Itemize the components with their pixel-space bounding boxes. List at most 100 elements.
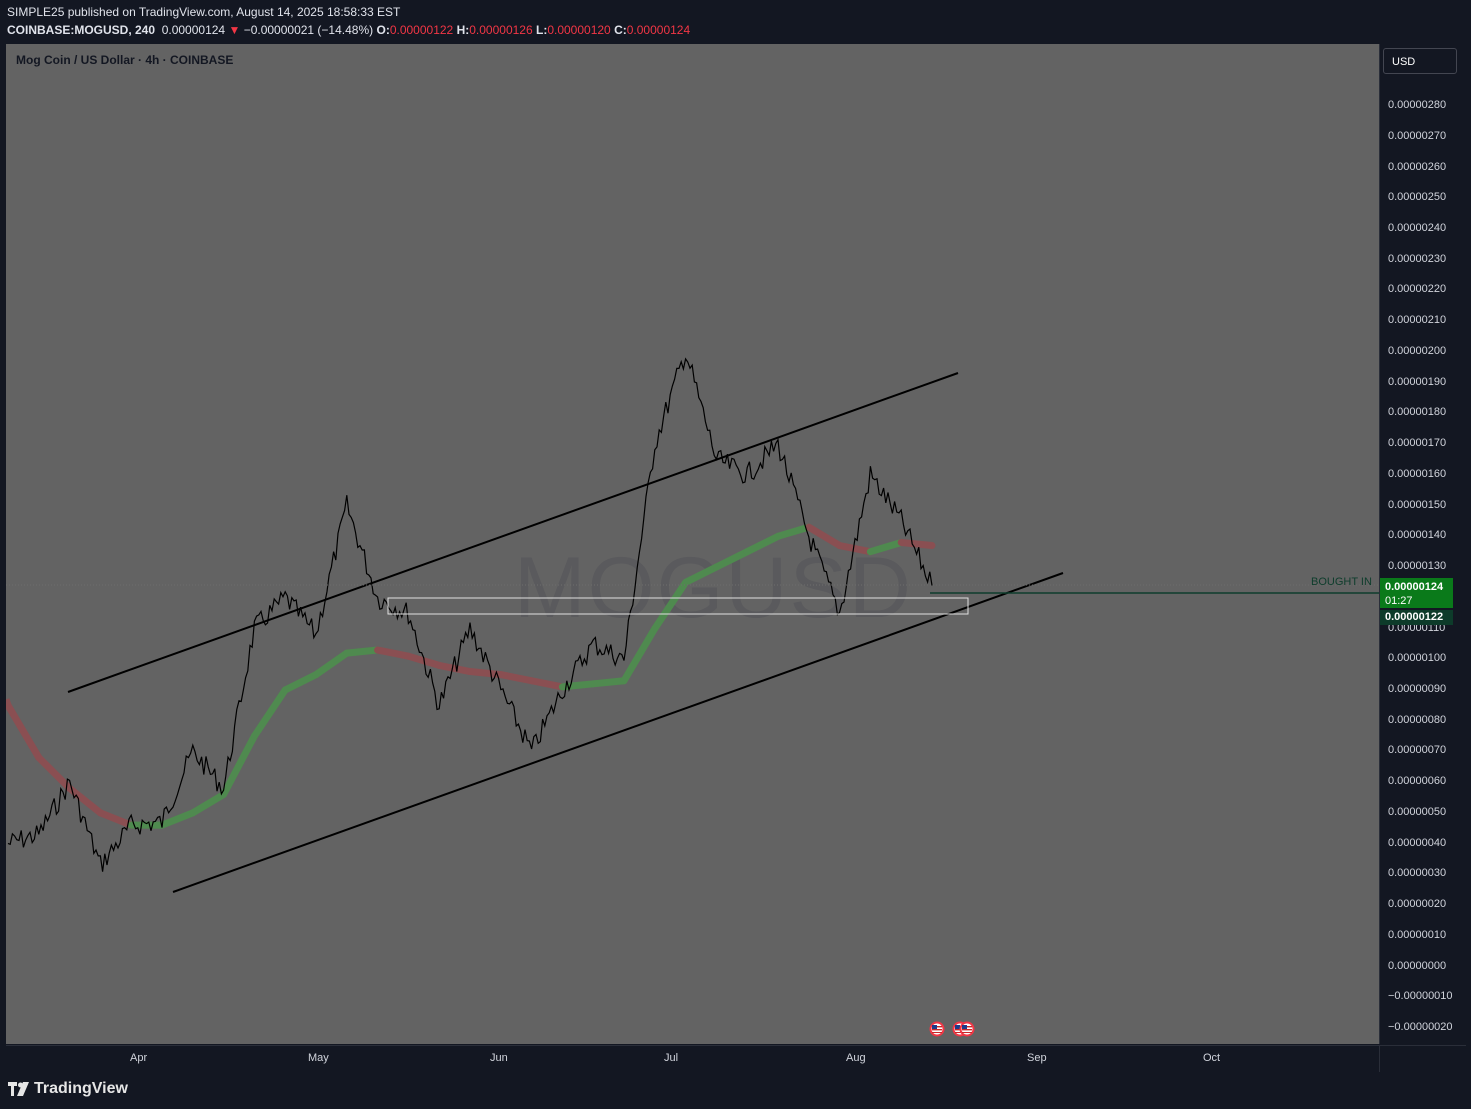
price-tick: 0.00000280 bbox=[1388, 99, 1447, 112]
time-tick: Oct bbox=[1203, 1052, 1221, 1064]
price-tick: 0.00000250 bbox=[1388, 191, 1447, 204]
us-flag-event-icon[interactable] bbox=[929, 1021, 945, 1037]
price-tick: 0.00000180 bbox=[1388, 406, 1447, 419]
close-value: 0.00000124 bbox=[626, 23, 691, 37]
currency-button[interactable]: USD bbox=[1383, 48, 1457, 74]
high-value: 0.00000126 bbox=[469, 23, 533, 37]
low-label: L: bbox=[536, 23, 548, 37]
tradingview-logo-icon bbox=[8, 1082, 29, 1096]
price-tick: 0.00000130 bbox=[1388, 560, 1447, 573]
price-tick: 0.00000070 bbox=[1388, 744, 1447, 757]
ema-segment bbox=[435, 661, 474, 676]
ema-segment bbox=[343, 646, 382, 657]
channel-lower-line[interactable] bbox=[172, 572, 1064, 893]
ema-segment bbox=[281, 671, 320, 694]
time-tick: Aug bbox=[846, 1052, 866, 1064]
chart-pane[interactable]: MOGUSD Mog Coin / US Dollar · 4h · COINB… bbox=[6, 44, 1379, 1044]
price-tick: 0.00000160 bbox=[1388, 467, 1447, 480]
time-scale[interactable]: Apr May Jun Jul Aug Sep Oct bbox=[6, 1045, 1379, 1072]
price-tick: 0.00000200 bbox=[1388, 344, 1447, 357]
price-tick: 0.00000060 bbox=[1388, 775, 1447, 788]
ema-segment bbox=[620, 625, 659, 685]
publish-info: SIMPLE25 published on TradingView.com, A… bbox=[7, 5, 401, 19]
price-tick: 0.00000080 bbox=[1388, 713, 1447, 726]
price-tick: 0.00000040 bbox=[1388, 836, 1447, 849]
open-value: 0.00000122 bbox=[389, 23, 454, 37]
last-price-tag: 0.00000124 01:27 bbox=[1380, 578, 1453, 608]
ema-segment bbox=[497, 671, 536, 685]
ema-segment bbox=[374, 646, 412, 660]
symbol-name: COINBASE:MOGUSD, 240 bbox=[7, 23, 156, 37]
ema-segment bbox=[897, 538, 936, 550]
ema-segment bbox=[743, 532, 782, 556]
bought-in-label: BOUGHT IN bbox=[1311, 576, 1372, 588]
ema-segment bbox=[220, 732, 258, 798]
ema-ribbon bbox=[6, 523, 936, 829]
prev-price-tag: 0.00000122 bbox=[1380, 610, 1453, 625]
ema-segment bbox=[6, 698, 12, 707]
price-tick: −0.00000020 bbox=[1388, 1021, 1453, 1033]
price-change: −0.00000021 (−14.48%) bbox=[243, 23, 374, 37]
price-tick: 0.00000000 bbox=[1388, 959, 1447, 972]
price-tick: 0.00000020 bbox=[1388, 898, 1447, 911]
us-flag-event-icon[interactable] bbox=[959, 1021, 975, 1037]
price-tick: 0.00000260 bbox=[1388, 160, 1447, 173]
ema-segment bbox=[312, 649, 351, 679]
close-label: C: bbox=[614, 23, 627, 37]
open-label: O: bbox=[376, 23, 390, 37]
price-tick: −0.00000010 bbox=[1388, 990, 1453, 1003]
price-series bbox=[7, 357, 933, 872]
price-tick: 0.00000050 bbox=[1388, 805, 1447, 818]
price-line[interactable] bbox=[7, 357, 933, 872]
ema-segment bbox=[866, 538, 905, 556]
ema-segment bbox=[774, 523, 813, 540]
time-tick: Apr bbox=[130, 1052, 148, 1064]
price-tick: 0.00000220 bbox=[1388, 283, 1447, 296]
scale-corner[interactable] bbox=[1379, 1045, 1466, 1072]
last-price-tag-value: 0.00000124 bbox=[1385, 581, 1444, 593]
ema-segment bbox=[682, 563, 720, 586]
ema-segment bbox=[528, 677, 566, 691]
price-tick: 0.00000150 bbox=[1388, 498, 1447, 511]
time-tick: Sep bbox=[1027, 1052, 1047, 1064]
ema-segment bbox=[6, 701, 43, 762]
low-value: 0.00000120 bbox=[547, 23, 611, 37]
ema-segment bbox=[589, 677, 628, 688]
ema-segment bbox=[712, 548, 751, 571]
ema-segment bbox=[651, 578, 690, 633]
price-tick: 0.00000100 bbox=[1388, 652, 1447, 665]
bar-countdown: 01:27 bbox=[1385, 595, 1413, 607]
time-tick: Jul bbox=[664, 1052, 679, 1064]
ema-segment bbox=[558, 680, 597, 691]
tradingview-logo[interactable]: TradingView bbox=[8, 1080, 128, 1098]
ema-segment bbox=[35, 754, 74, 792]
last-price: 0.00000124 bbox=[161, 23, 226, 37]
symbol-watermark: MOGUSD bbox=[514, 540, 913, 636]
price-scale[interactable]: 0.00000280 0.00000270 0.00000260 0.00000250… bbox=[1379, 44, 1466, 1044]
price-tick: 0.00000030 bbox=[1388, 867, 1447, 880]
ema-segment bbox=[805, 523, 844, 550]
high-label: H: bbox=[456, 23, 470, 37]
time-tick: May bbox=[308, 1052, 329, 1064]
ohlc-legend: COINBASE:MOGUSD, 240 0.00000124 ▼ −0.000… bbox=[7, 23, 690, 37]
price-tick: 0.00000190 bbox=[1388, 375, 1447, 388]
price-tick: 0.00000210 bbox=[1388, 314, 1447, 327]
price-tick: 0.00000090 bbox=[1388, 682, 1447, 695]
price-tick: 0.00000240 bbox=[1388, 222, 1447, 235]
price-plot[interactable] bbox=[6, 44, 1379, 1044]
price-tick: 0.00000230 bbox=[1388, 252, 1447, 265]
prev-price-tag-value: 0.00000122 bbox=[1385, 611, 1444, 623]
ema-segment bbox=[836, 542, 874, 556]
price-tick: 0.00000270 bbox=[1388, 129, 1447, 142]
channel-upper-line[interactable] bbox=[67, 372, 959, 693]
support-zone-box[interactable] bbox=[387, 597, 969, 615]
ema-segment bbox=[96, 809, 135, 829]
price-tick: 0.00000010 bbox=[1388, 928, 1447, 941]
ema-segment bbox=[189, 790, 228, 817]
ema-segment bbox=[250, 686, 289, 740]
down-arrow-icon: ▼ bbox=[228, 23, 241, 37]
price-tick: 0.00000170 bbox=[1388, 437, 1447, 450]
ema-segment bbox=[158, 809, 197, 829]
chart-title: Mog Coin / US Dollar · 4h · COINBASE bbox=[16, 53, 234, 67]
brand-name: TradingView bbox=[34, 1080, 128, 1097]
